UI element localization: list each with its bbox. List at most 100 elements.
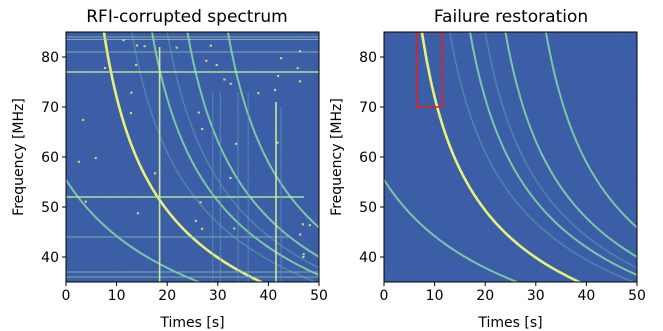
noise-pixel [274,60,276,62]
noise-pixel [621,32,623,34]
noise-pixel [453,230,455,232]
noise-pixel [398,278,400,280]
noise-pixel [624,229,626,231]
dispersed-pulse-curve [166,32,319,269]
noise-pixel [93,117,95,119]
noise-pixel [418,189,420,191]
noise-pixel [289,73,291,75]
noise-pixel [421,177,423,179]
noise-pixel [595,230,597,232]
noise-pixel [463,37,465,39]
noise-pixel [569,135,571,137]
noise-pixel [244,213,246,215]
noise-pixel [185,198,187,200]
noise-pixel [69,66,71,68]
noise-pixel [457,83,460,85]
noise-pixel [143,224,145,226]
noise-pixel [400,274,402,277]
y-tick-label: 40 [359,250,377,266]
noise-pixel [307,243,309,245]
noise-pixel [243,173,245,175]
noise-pixel [285,263,287,265]
x-tick-label: 0 [62,288,71,304]
noise-pixel [188,132,190,135]
noise-pixel [396,150,398,152]
noise-pixel [313,178,315,180]
noise-pixel [626,73,629,75]
noise-pixel [491,194,493,196]
noise-pixel [304,79,306,81]
noise-pixel [255,255,257,257]
noise-pixel [558,64,560,66]
noise-pixel [495,252,497,254]
noise-pixel [458,184,460,186]
noise-pixel [527,62,529,64]
noise-pixel [421,262,423,264]
noise-pixel [297,95,300,97]
noise-pixel [78,278,80,280]
noise-pixel [612,45,614,47]
noise-pixel [471,218,473,220]
noise-pixel [445,39,447,41]
noise-pixel [254,270,256,272]
noise-pixel [180,218,182,220]
noise-pixel [263,143,265,145]
x-tick-label: 50 [310,288,328,304]
noise-pixel [120,152,122,154]
noise-pixel [459,201,461,203]
noise-pixel [626,107,628,109]
noise-pixel [137,243,139,245]
noise-pixel [431,49,433,51]
noise-pixel [630,155,632,157]
rfi-spot [154,172,157,175]
noise-pixel [513,118,515,120]
noise-pixel [302,227,305,229]
noise-pixel [309,57,311,59]
noise-pixel [93,182,95,184]
noise-pixel [631,74,633,76]
noise-pixel [385,178,387,180]
noise-pixel [293,52,295,54]
noise-pixel [515,104,517,107]
noise-pixel [88,46,90,48]
noise-pixel [583,59,585,61]
noise-pixel [252,244,254,247]
noise-pixel [312,148,314,151]
noise-pixel [203,257,206,259]
noise-pixel [628,158,630,160]
noise-pixel [256,111,258,114]
noise-pixel [450,117,452,119]
noise-pixel [147,59,149,61]
noise-pixel [212,183,214,185]
noise-pixel [202,251,204,253]
noise-pixel [616,59,618,61]
noise-pixel [549,35,551,37]
noise-pixel [161,266,164,269]
y-tick-label: 40 [41,250,59,266]
noise-pixel [628,238,630,240]
noise-pixel [263,224,265,226]
noise-pixel [456,180,458,182]
noise-pixel [127,94,129,96]
y-tick-label: 50 [359,200,377,216]
y-axis-label: Frequency [MHz] [329,98,345,216]
noise-pixel [439,217,441,219]
noise-pixel [76,95,78,97]
noise-pixel [138,274,140,276]
noise-pixel [184,180,186,182]
noise-pixel [451,93,453,95]
noise-pixel [484,198,486,200]
noise-pixel [80,166,82,168]
noise-pixel [68,32,71,34]
noise-pixel [219,32,221,34]
noise-pixel [631,55,633,57]
noise-pixel [307,82,309,84]
noise-pixel [70,157,72,159]
noise-pixel [574,234,576,236]
rfi-spot [122,39,125,42]
noise-pixel [421,128,423,130]
noise-pixel [457,207,459,209]
noise-pixel [102,140,104,142]
noise-pixel [495,85,497,87]
noise-pixel [413,38,415,40]
